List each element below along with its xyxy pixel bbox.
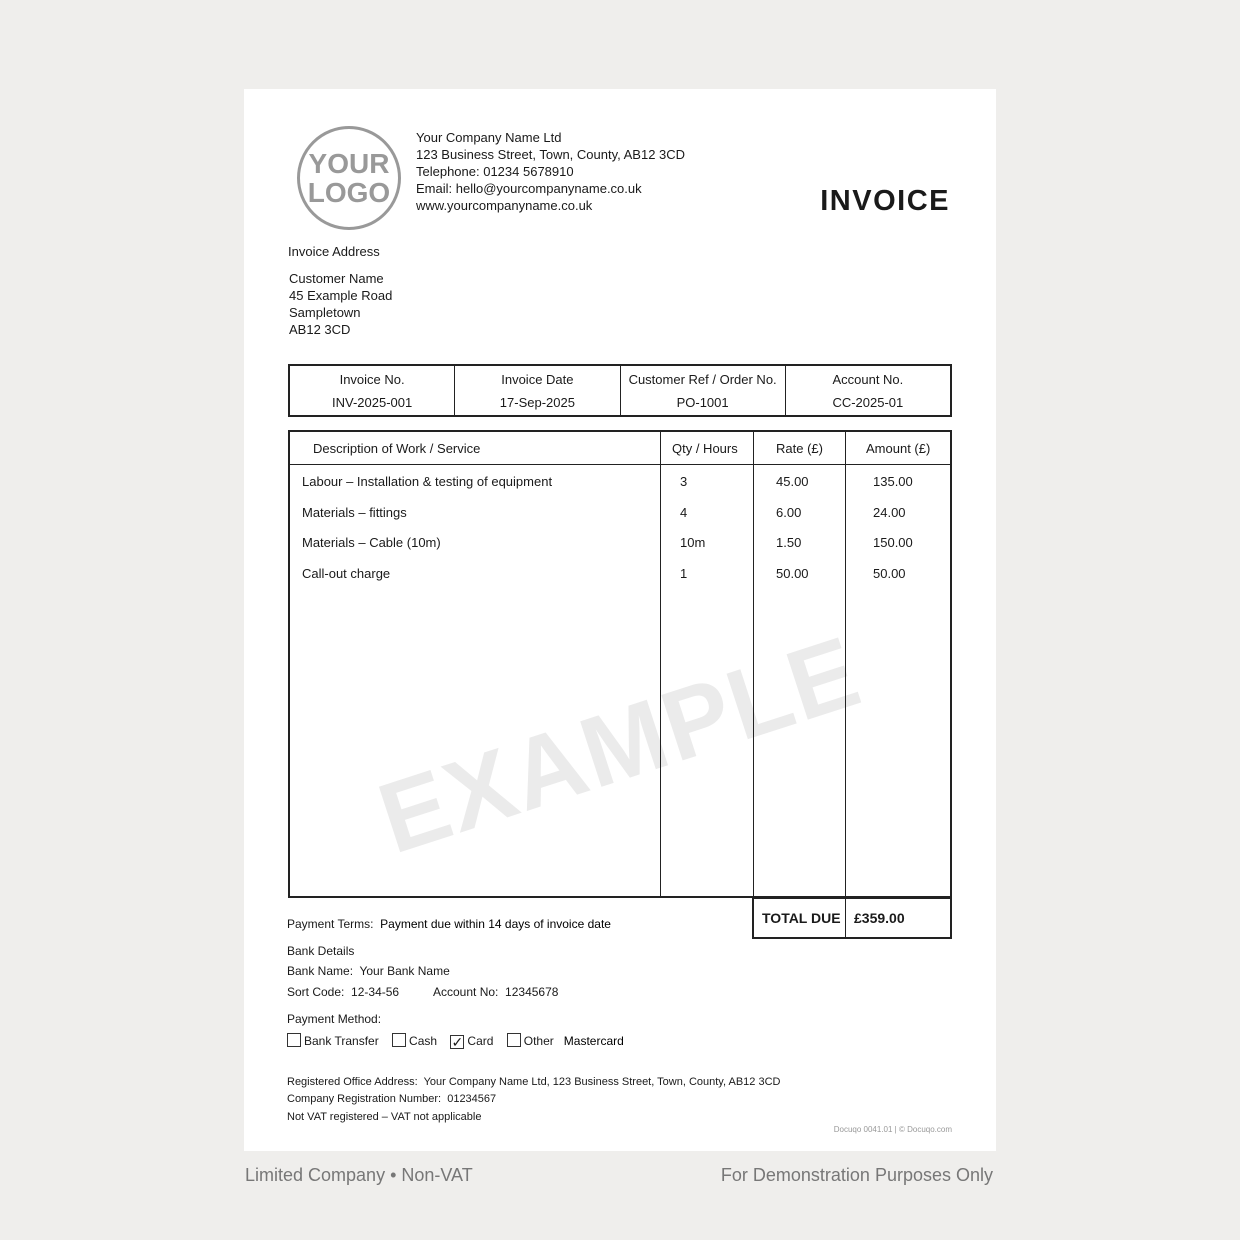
payment-method-label: Payment Method: xyxy=(287,1012,382,1026)
caption-right: For Demonstration Purposes Only xyxy=(720,1165,993,1185)
items-header: Description of Work / Service Qty / Hour… xyxy=(290,432,950,465)
option-label: Cash xyxy=(409,1034,438,1048)
caption-left: Limited Company • Non-VAT xyxy=(245,1165,473,1185)
info-label: Customer Ref / Order No. xyxy=(628,372,777,387)
table-row: Call-out charge 1 50.00 50.00 xyxy=(290,566,950,586)
cell-amount: 150.00 xyxy=(873,535,913,551)
table-row: Materials – Cable (10m) 10m 1.50 150.00 xyxy=(290,535,950,555)
total-due: TOTAL DUE £359.00 xyxy=(752,898,952,939)
cell-qty: 10m xyxy=(680,535,706,551)
cell-description: Materials – Cable (10m) xyxy=(302,535,441,551)
invoice-page: EXAMPLE YOUR LOGO Your Company Name Ltd … xyxy=(244,89,996,1151)
col-header-qty: Qty / Hours xyxy=(672,441,738,456)
cell-rate: 1.50 xyxy=(776,535,802,551)
cell-rate: 50.00 xyxy=(776,566,809,582)
company-details: Your Company Name Ltd 123 Business Stree… xyxy=(416,129,685,214)
cell-qty: 4 xyxy=(680,504,688,520)
info-value: CC-2025-01 xyxy=(832,395,904,410)
company-address: 123 Business Street, Town, County, AB12 … xyxy=(416,147,686,162)
checkbox-other[interactable] xyxy=(506,1033,521,1047)
reg-office-label: Registered Office Address: xyxy=(287,1076,418,1088)
account-no-label: Account No: xyxy=(433,985,499,999)
checkbox-cash[interactable] xyxy=(392,1033,407,1047)
bank-name: Bank Name: Your Bank Name xyxy=(287,964,450,978)
total-label: TOTAL DUE xyxy=(754,899,846,937)
logo-placeholder: YOUR LOGO xyxy=(297,126,401,230)
payment-terms-label: Payment Terms: xyxy=(287,917,374,931)
registered-office: Registered Office Address: Your Company … xyxy=(287,1076,780,1088)
company-telephone: Telephone: 01234 5678910 xyxy=(416,164,574,179)
checkbox-bank-transfer[interactable] xyxy=(287,1033,301,1047)
info-label: Invoice No. xyxy=(339,372,405,387)
option-label: Other xyxy=(523,1034,554,1048)
cell-amount: 135.00 xyxy=(873,474,913,489)
cell-qty: 3 xyxy=(680,474,688,489)
address-line: Customer Name xyxy=(289,271,384,286)
invoice-info-box: Invoice No. INV-2025-001 Invoice Date 17-S… xyxy=(288,364,952,417)
sort-code-value: 12-34-56 xyxy=(351,985,400,999)
info-value: INV-2025-001 xyxy=(332,395,413,410)
bank-details-heading: Bank Details xyxy=(287,944,355,958)
info-invoice-no: Invoice No. INV-2025-001 xyxy=(290,366,456,415)
cell-description: Call-out charge xyxy=(302,566,391,582)
info-account-no: Account No. CC-2025-01 xyxy=(786,366,950,415)
invoice-address-label: Invoice Address xyxy=(288,244,380,259)
address-line: Sampletown xyxy=(289,305,361,320)
address-line: 45 Example Road xyxy=(289,288,393,303)
info-value: PO-1001 xyxy=(676,395,729,410)
payment-terms-value: Payment due within 14 days of invoice da… xyxy=(380,917,611,931)
items-table: Description of Work / Service Qty / Hour… xyxy=(288,430,952,898)
account-no-value: 12345678 xyxy=(505,985,559,999)
bank-name-value: Your Bank Name xyxy=(359,964,450,978)
crn-value: 01234567 xyxy=(447,1093,497,1105)
info-label: Invoice Date xyxy=(501,372,574,387)
checkbox-card[interactable]: ✓ xyxy=(450,1034,465,1050)
company-name: Your Company Name Ltd xyxy=(416,130,562,145)
company-website: www.yourcompanyname.co.uk xyxy=(416,198,593,213)
invoice-address: Customer Name 45 Example Road Sampletown… xyxy=(289,270,392,338)
col-header-description: Description of Work / Service xyxy=(313,441,481,456)
info-invoice-date: Invoice Date 17-Sep-2025 xyxy=(455,366,621,415)
total-value: £359.00 xyxy=(854,910,905,926)
col-header-amount: Amount (£) xyxy=(866,441,931,456)
crn-label: Company Registration Number: xyxy=(287,1093,442,1105)
address-line: AB12 3CD xyxy=(289,322,351,337)
option-label: Bank Transfer xyxy=(304,1034,379,1048)
cell-amount: 50.00 xyxy=(873,566,906,582)
company-email: Email: hello@yourcompanyname.co.uk xyxy=(416,181,642,196)
option-label: Card xyxy=(467,1034,494,1048)
cell-rate: 6.00 xyxy=(776,504,802,520)
payment-terms: Payment Terms: Payment due within 14 day… xyxy=(287,917,611,931)
table-row: Materials – fittings 4 6.00 24.00 xyxy=(290,505,950,525)
other-method-value: Mastercard xyxy=(563,1034,624,1048)
payment-method-options: Bank Transfer Cash ✓ Card Other Mastercar… xyxy=(287,1033,624,1049)
account-no: Account No: 12345678 xyxy=(433,985,558,999)
info-customer-ref: Customer Ref / Order No. PO-1001 xyxy=(621,366,786,415)
company-reg-number: Company Registration Number: 01234567 xyxy=(287,1093,496,1105)
docuqo-credit: Docuqo 0041.01 | © Docuqo.com xyxy=(833,1125,952,1134)
document-title: INVOICE xyxy=(820,185,950,217)
vat-note: Not VAT registered – VAT not applicable xyxy=(287,1111,482,1123)
cell-description: Materials – fittings xyxy=(302,504,407,520)
info-label: Account No. xyxy=(832,372,904,387)
col-header-rate: Rate (£) xyxy=(776,441,823,456)
bank-name-label: Bank Name: xyxy=(287,964,354,978)
cell-qty: 1 xyxy=(680,566,688,582)
sort-code-label: Sort Code: xyxy=(287,985,345,999)
reg-office-value: Your Company Name Ltd, 123 Business Stre… xyxy=(423,1076,781,1088)
table-row: Labour – Installation & testing of equip… xyxy=(290,474,950,494)
cell-description: Labour – Installation & testing of equip… xyxy=(302,474,553,489)
cell-rate: 45.00 xyxy=(776,474,809,489)
cell-amount: 24.00 xyxy=(873,504,906,520)
info-value: 17-Sep-2025 xyxy=(499,395,575,410)
sort-code: Sort Code: 12-34-56 xyxy=(287,985,399,999)
